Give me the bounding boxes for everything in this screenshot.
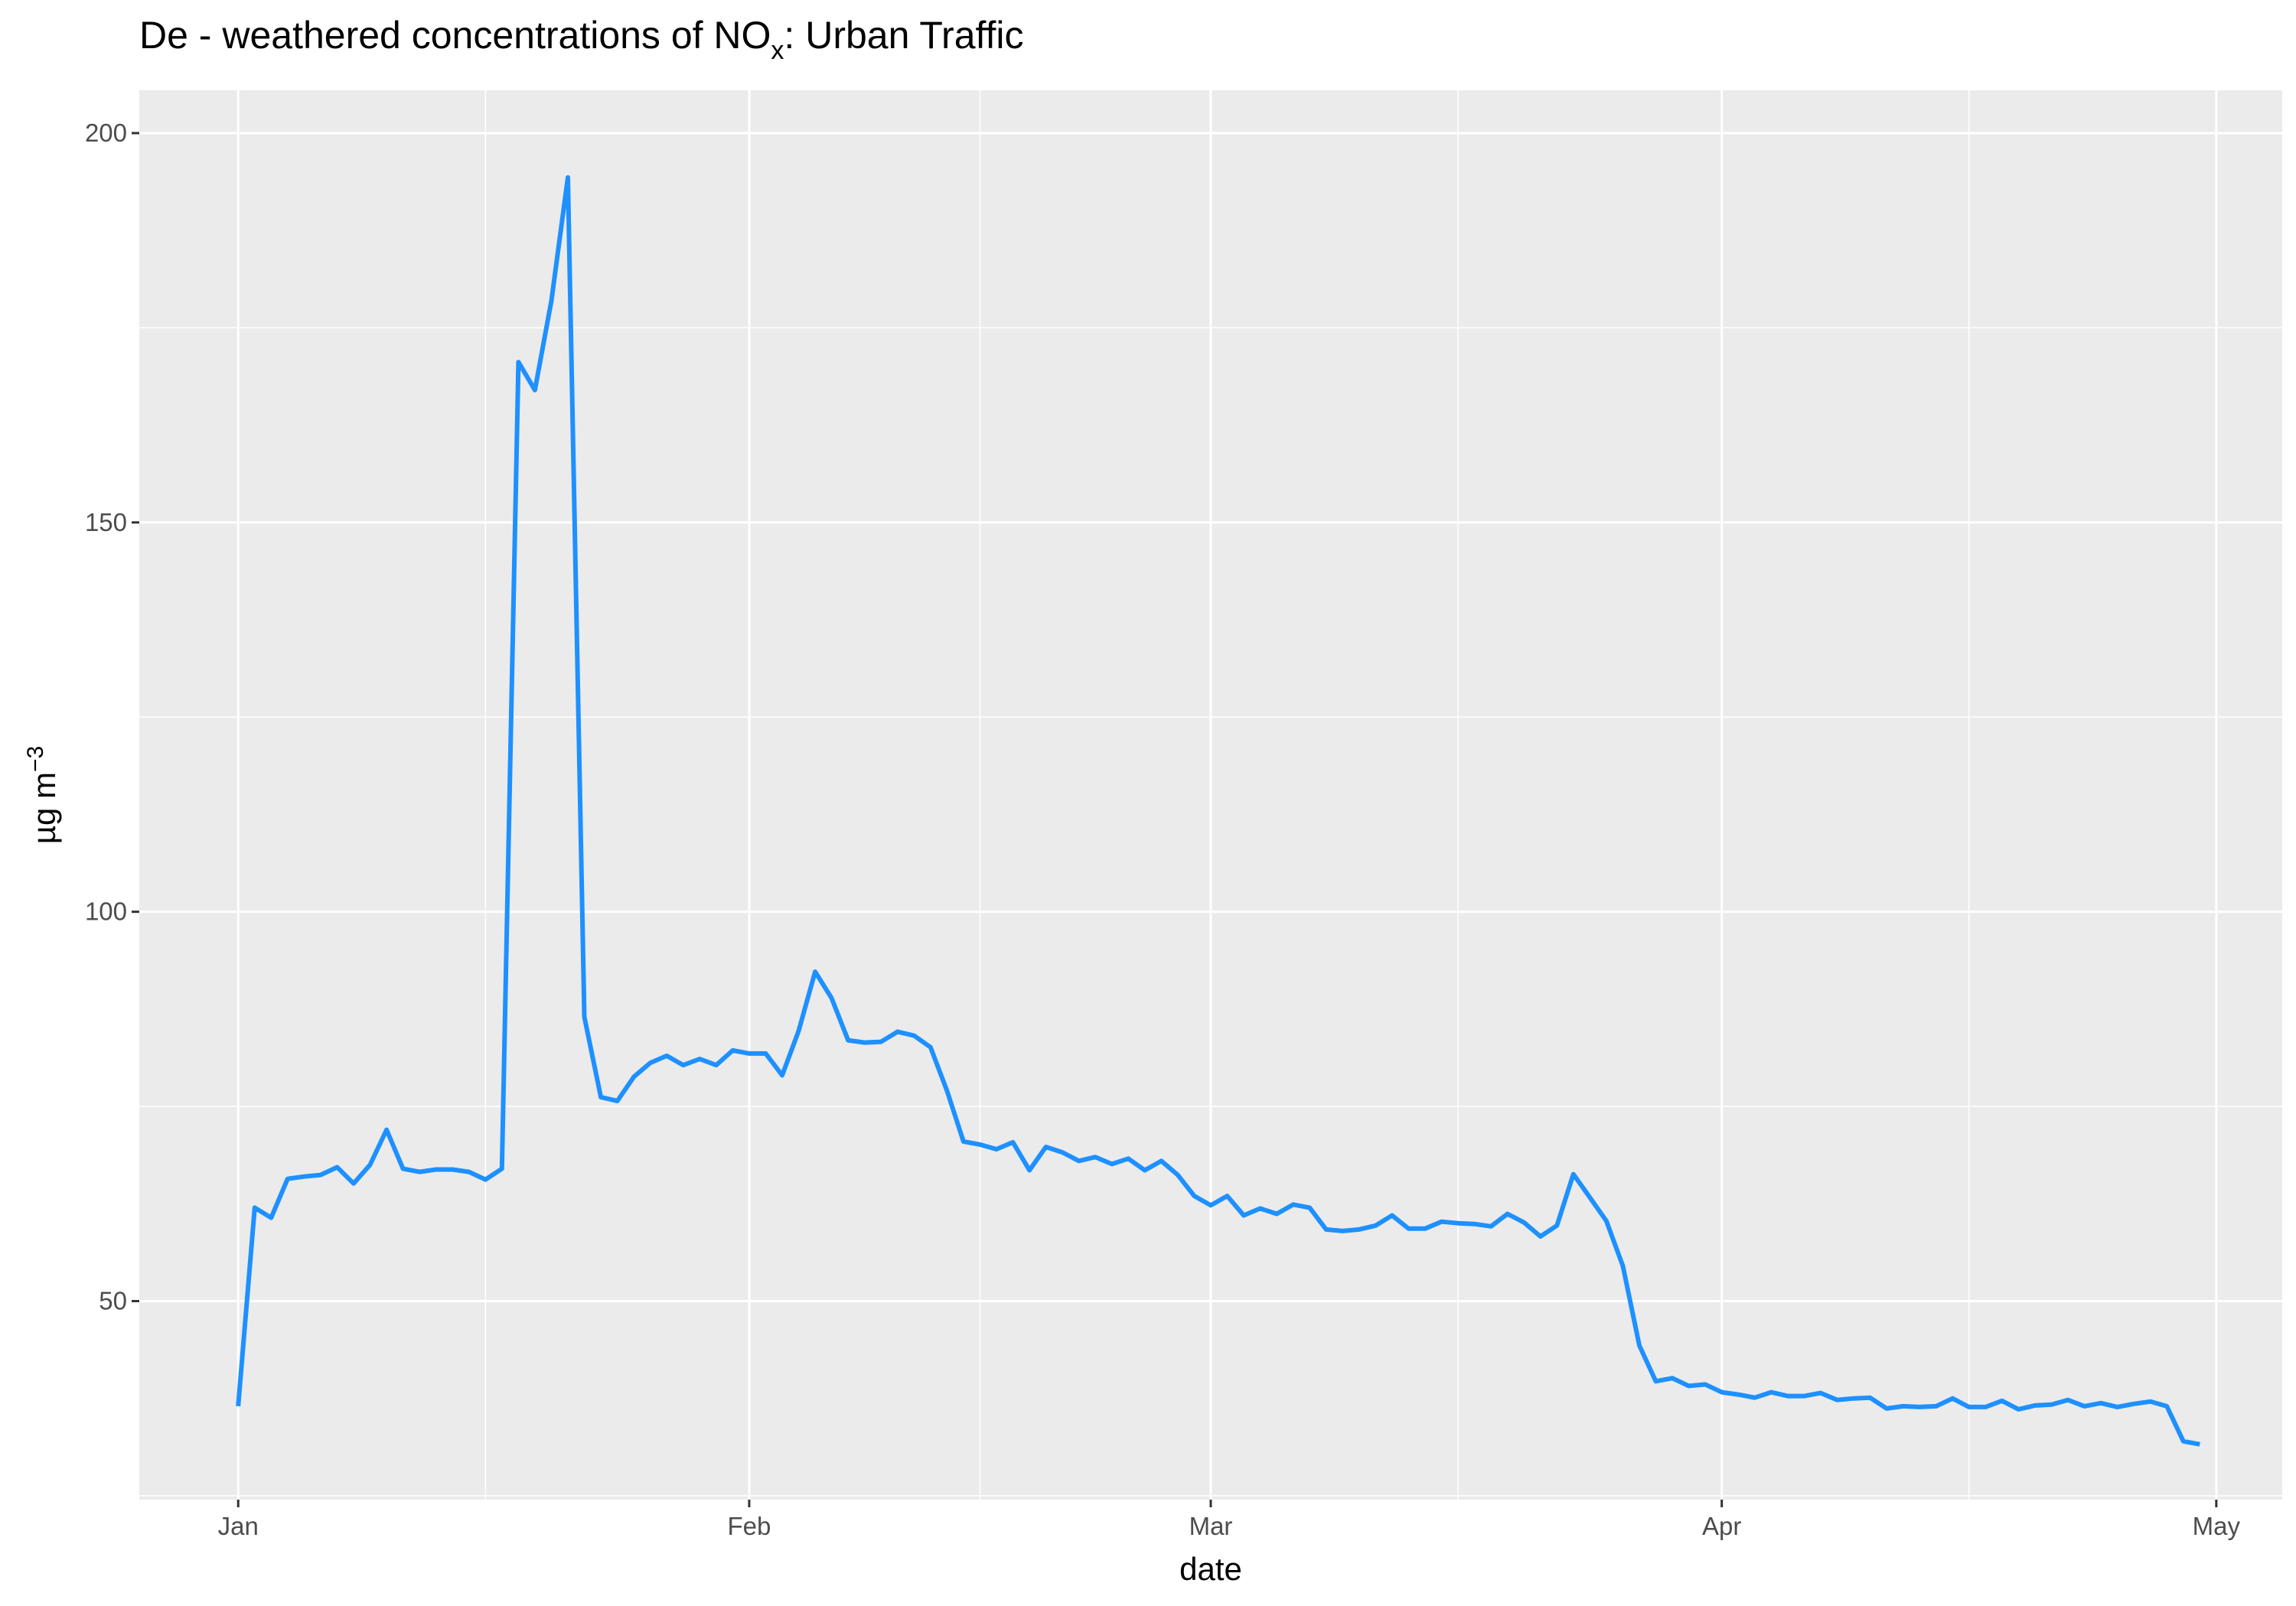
y-axis-title-main: µg m xyxy=(26,772,62,844)
major-gridlines xyxy=(139,90,2282,1500)
y-axis-title-superscript: −3 xyxy=(23,746,48,772)
y-tick-label: 50 xyxy=(99,1286,127,1314)
y-tick-label: 100 xyxy=(85,897,127,926)
x-tick-label: Mar xyxy=(1189,1512,1233,1540)
y-axis-title: µg m−3 xyxy=(23,746,62,844)
chart-title-main: De - weathered concentrations of NO xyxy=(139,14,771,57)
chart-title-suffix: : Urban Traffic xyxy=(784,14,1023,57)
y-tick-label: 200 xyxy=(85,119,127,147)
x-tick-label: Feb xyxy=(727,1512,771,1540)
y-tick-label: 150 xyxy=(85,508,127,536)
x-axis: Jan Feb Mar Apr May xyxy=(218,1500,2241,1540)
series-line xyxy=(236,175,2200,1447)
chart-title: De - weathered concentrations of NOx: Ur… xyxy=(139,14,1024,65)
series-layer xyxy=(236,175,2200,1447)
x-tick-label: Apr xyxy=(1702,1512,1741,1540)
x-tick-label: May xyxy=(2193,1512,2241,1540)
x-axis-title: date xyxy=(1179,1551,1242,1587)
y-axis: 50 100 150 200 xyxy=(85,119,139,1314)
chart-title-subscript: x xyxy=(771,36,784,65)
x-tick-label: Jan xyxy=(218,1512,259,1540)
